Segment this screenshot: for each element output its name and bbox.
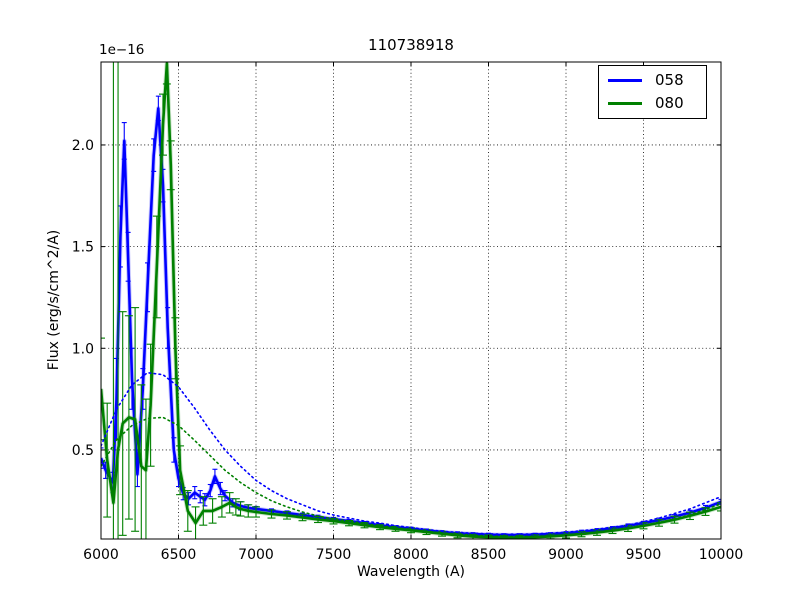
x-tick-label: 8500: [471, 547, 507, 563]
x-tick-label: 6000: [83, 547, 119, 563]
legend: 058 080: [598, 65, 707, 119]
chart-title: 110738918: [368, 36, 454, 54]
x-tick-label: 7500: [316, 547, 352, 563]
x-tick-label: 6500: [161, 547, 197, 563]
tick-labels: 6000 6500 7000 7500 8000 8500 9000 9500 10000 0.5…: [72, 138, 744, 563]
y-axis-label: Flux (erg/s/cm^2/A): [46, 229, 62, 371]
series-058-model: [101, 371, 721, 536]
x-tick-label: 10000: [699, 547, 744, 563]
legend-label-058: 058: [655, 71, 684, 89]
series-058: [101, 95, 721, 538]
y-offset-label: 1e−16: [99, 42, 145, 58]
legend-label-080: 080: [655, 94, 684, 112]
grid: [101, 62, 721, 539]
x-tick-label: 9000: [548, 547, 584, 563]
legend-line-058-icon: [608, 79, 642, 82]
x-axis-label: Wavelength (A): [356, 564, 465, 580]
series-group: [101, 62, 721, 539]
y-tick-label: 2.0: [72, 138, 94, 154]
x-tick-label: 8000: [393, 547, 429, 563]
y-tick-label: 1.0: [72, 341, 94, 357]
legend-entry-058: 058: [608, 69, 698, 92]
series-080-model: [101, 416, 721, 538]
x-tick-label: 7000: [238, 547, 274, 563]
y-tick-label: 0.5: [72, 443, 94, 459]
legend-line-080-icon: [608, 102, 642, 105]
legend-entry-080: 080: [608, 92, 698, 115]
y-tick-label: 1.5: [72, 240, 94, 256]
x-tick-label: 9500: [626, 547, 662, 563]
